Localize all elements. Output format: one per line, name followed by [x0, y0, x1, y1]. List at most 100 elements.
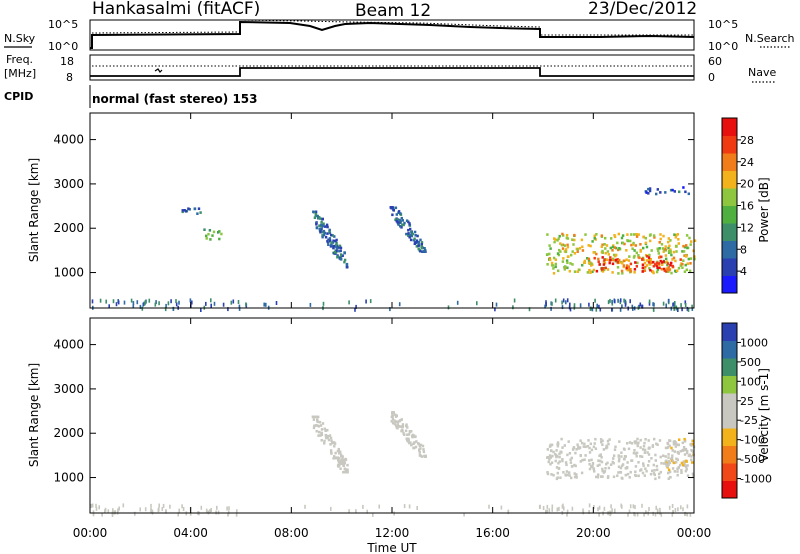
data-cell [568, 474, 571, 477]
data-cell [421, 250, 424, 253]
data-cell [181, 209, 184, 212]
ground-scatter-cell [362, 504, 364, 509]
data-cell [343, 260, 346, 264]
data-cell [652, 472, 656, 475]
ground-scatter-cell [213, 301, 216, 306]
data-cell [633, 268, 637, 271]
data-cell [333, 251, 337, 254]
data-cell [633, 271, 636, 274]
data-cell [682, 460, 685, 463]
data-cell [566, 245, 570, 249]
ground-scatter-cell [512, 305, 514, 310]
ground-scatter-cell [112, 299, 115, 304]
ground-scatter-cell [558, 506, 560, 511]
data-cell [645, 469, 648, 473]
data-cell [658, 241, 661, 244]
data-cell [584, 233, 587, 236]
ground-scatter-cell [494, 307, 496, 312]
colorbar-segment [722, 375, 737, 394]
data-cell [564, 265, 567, 268]
data-cell [324, 235, 328, 239]
nave-label: Nave [748, 66, 776, 79]
data-cell [633, 449, 636, 452]
data-cell [603, 243, 606, 246]
colorbar-tick-label: 4 [740, 265, 747, 278]
data-cell [659, 470, 662, 474]
data-cell [548, 454, 552, 457]
data-cell [570, 253, 573, 257]
ground-scatter-cell [636, 512, 639, 517]
data-cell [615, 253, 618, 257]
data-cell [660, 255, 663, 259]
data-cell [314, 424, 318, 427]
data-cell [566, 473, 569, 477]
y-tick-label: 4000 [53, 338, 84, 352]
data-cell [412, 442, 415, 445]
data-cell [687, 257, 690, 261]
data-cell [676, 443, 680, 447]
y-tick-label: 3000 [53, 177, 84, 191]
data-cell [418, 451, 421, 454]
ground-scatter-cell [684, 303, 687, 307]
ground-scatter-cell [200, 505, 203, 510]
data-cell [683, 437, 686, 441]
ground-scatter-cell [456, 300, 459, 305]
data-cell [645, 255, 649, 258]
data-cell [555, 477, 559, 481]
data-cell [208, 229, 212, 232]
data-cell [634, 244, 637, 247]
data-cell [547, 456, 550, 459]
data-cell [636, 444, 639, 448]
data-cell [625, 264, 629, 267]
ground-scatter-cell [112, 508, 114, 513]
ground-scatter-cell [569, 302, 571, 307]
ground-scatter-cell [238, 306, 241, 311]
ground-scatter-cell [561, 300, 563, 305]
ground-scatter-cell [136, 300, 139, 305]
data-cell [679, 264, 682, 267]
data-cell [551, 264, 555, 267]
data-cell [325, 436, 328, 440]
ground-scatter-cell [309, 302, 312, 307]
data-cell [620, 236, 624, 240]
ground-scatter-cell [599, 307, 602, 312]
data-cell [339, 255, 343, 259]
colorbar-segment [722, 445, 737, 464]
data-cell [673, 450, 676, 453]
data-cell [329, 443, 332, 446]
ground-scatter-cell [582, 510, 585, 515]
data-cell [322, 233, 326, 237]
data-cell [626, 239, 629, 242]
data-cell [321, 234, 324, 237]
data-cell [323, 442, 326, 445]
ground-scatter-cell [684, 511, 687, 516]
data-cell [628, 441, 632, 444]
data-cell [398, 218, 401, 222]
date-title: 23/Dec/2012 [588, 0, 697, 19]
data-cell [653, 469, 656, 472]
data-cell [218, 230, 221, 233]
data-cell [658, 476, 661, 479]
nsky-label: N.Sky [4, 32, 36, 45]
ground-scatter-cell [144, 300, 147, 305]
colorbar-segment [722, 153, 737, 171]
data-cell [331, 241, 335, 244]
ground-scatter-cell [603, 506, 606, 511]
data-cell [643, 451, 647, 454]
data-cell [607, 253, 610, 256]
data-cell [646, 259, 649, 262]
data-cell [672, 461, 676, 465]
data-cell [647, 460, 651, 463]
data-cell [652, 271, 655, 275]
ground-scatter-cell [348, 300, 350, 305]
data-cell [691, 442, 694, 446]
ground-scatter-cell [141, 306, 144, 311]
data-cell [591, 240, 594, 243]
ground-scatter-cell [569, 307, 572, 312]
freq-tick-bottom: 8 [66, 71, 73, 84]
data-cell [573, 270, 577, 273]
data-cell [601, 256, 604, 259]
data-cell [337, 447, 340, 451]
data-cell [552, 272, 556, 275]
data-cell [597, 257, 600, 261]
